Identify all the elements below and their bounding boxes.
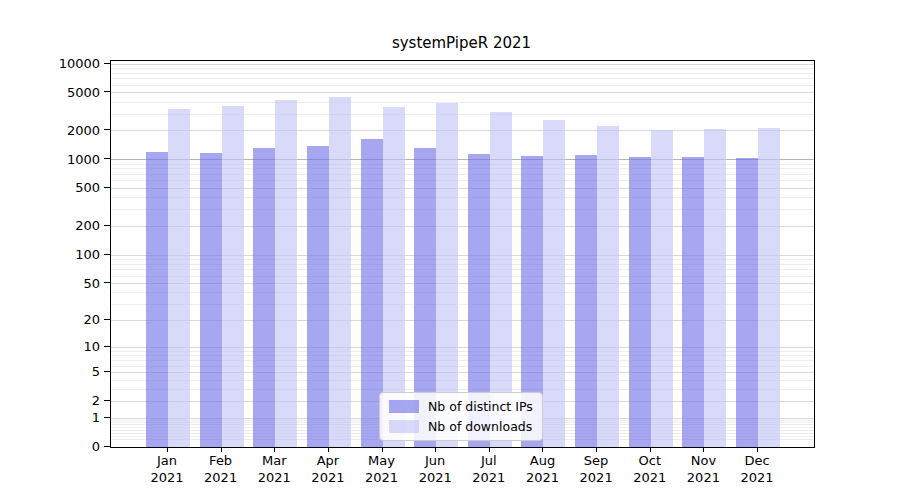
legend-item-distinct-ips: Nb of distinct IPs <box>389 399 533 414</box>
bar-sep-downloads <box>597 126 619 447</box>
x-tick-year: 2021 <box>727 469 787 486</box>
x-tick-label-jun: Jun2021 <box>405 452 465 486</box>
y-tick-label: 2000 <box>2 123 100 136</box>
y-tick-label: 1 <box>2 411 100 424</box>
x-tick-label-aug: Aug2021 <box>512 452 572 486</box>
major-gridline <box>111 92 814 93</box>
x-tick-month: Jun <box>405 452 465 469</box>
y-tick-label: 5000 <box>2 85 100 98</box>
y-tick-label: 200 <box>2 219 100 232</box>
y-tick-label: 50 <box>2 276 100 289</box>
y-tick-label: 20 <box>2 313 100 326</box>
bar-apr-distinct-ips <box>307 146 329 447</box>
x-tick-month: Mar <box>244 452 304 469</box>
minor-gridline <box>111 68 814 69</box>
x-tick-month: Jan <box>137 452 197 469</box>
x-tick-year: 2021 <box>191 469 251 486</box>
x-tick-month: May <box>352 452 412 469</box>
x-tick-month: Sep <box>566 452 626 469</box>
bar-apr-downloads <box>329 97 351 447</box>
minor-gridline <box>111 114 814 115</box>
y-tick-label: 10 <box>2 340 100 353</box>
x-tick-month: Oct <box>620 452 680 469</box>
x-tick-month: Dec <box>727 452 787 469</box>
y-tick-label: 2 <box>2 394 100 407</box>
legend-swatch-downloads <box>389 420 419 433</box>
x-tick-label-apr: Apr2021 <box>298 452 358 486</box>
y-tick-label: 100 <box>2 248 100 261</box>
y-tick-label: 500 <box>2 181 100 194</box>
bar-feb-distinct-ips <box>200 153 222 447</box>
legend: Nb of distinct IPs Nb of downloads <box>379 392 543 441</box>
chart: systemPipeR 2021 0 1 2 5 10 20 50 100 200 500 1000… <box>0 0 900 500</box>
x-tick-label-jul: Jul2021 <box>459 452 519 486</box>
bar-oct-distinct-ips <box>629 157 651 447</box>
minor-gridline <box>111 73 814 74</box>
x-tick-label-mar: Mar2021 <box>244 452 304 486</box>
legend-swatch-distinct-ips <box>389 400 419 413</box>
minor-gridline <box>111 102 814 103</box>
x-tick-year: 2021 <box>405 469 465 486</box>
bar-mar-downloads <box>275 100 297 447</box>
minor-gridline <box>111 78 814 79</box>
bar-dec-downloads <box>758 128 780 447</box>
bar-jan-distinct-ips <box>146 152 168 447</box>
x-tick-year: 2021 <box>244 469 304 486</box>
y-tick-label: 5 <box>2 365 100 378</box>
legend-item-downloads: Nb of downloads <box>389 419 533 434</box>
minor-gridline <box>111 85 814 86</box>
x-tick-month: Apr <box>298 452 358 469</box>
bar-nov-downloads <box>704 129 726 447</box>
bar-aug-downloads <box>543 120 565 447</box>
x-tick-month: Feb <box>191 452 251 469</box>
x-tick-month: Jul <box>459 452 519 469</box>
chart-title: systemPipeR 2021 <box>110 34 813 52</box>
x-tick-year: 2021 <box>459 469 519 486</box>
y-tick-label: 10000 <box>2 57 100 70</box>
bar-dec-distinct-ips <box>736 158 758 447</box>
major-gridline <box>111 64 814 65</box>
x-tick-year: 2021 <box>352 469 412 486</box>
x-tick-label-dec: Dec2021 <box>727 452 787 486</box>
x-tick-label-oct: Oct2021 <box>620 452 680 486</box>
legend-label-distinct-ips: Nb of distinct IPs <box>428 399 533 414</box>
x-tick-label-jan: Jan2021 <box>137 452 197 486</box>
y-tick-label: 0 <box>2 440 100 453</box>
legend-label-downloads: Nb of downloads <box>428 419 532 434</box>
x-tick-year: 2021 <box>137 469 197 486</box>
bar-feb-downloads <box>222 106 244 447</box>
x-tick-month: Aug <box>512 452 572 469</box>
x-tick-month: Nov <box>673 452 733 469</box>
bar-oct-downloads <box>651 130 673 447</box>
x-tick-year: 2021 <box>566 469 626 486</box>
bar-nov-distinct-ips <box>682 157 704 447</box>
x-tick-year: 2021 <box>620 469 680 486</box>
plot-area: Nb of distinct IPs Nb of downloads <box>110 60 815 448</box>
x-tick-label-sep: Sep2021 <box>566 452 626 486</box>
x-tick-year: 2021 <box>673 469 733 486</box>
bar-jan-downloads <box>168 109 190 447</box>
bar-sep-distinct-ips <box>575 155 597 447</box>
bar-mar-distinct-ips <box>253 148 275 447</box>
x-tick-label-feb: Feb2021 <box>191 452 251 486</box>
x-tick-year: 2021 <box>298 469 358 486</box>
x-tick-label-may: May2021 <box>352 452 412 486</box>
y-tick-label: 1000 <box>2 152 100 165</box>
x-tick-label-nov: Nov2021 <box>673 452 733 486</box>
x-tick-year: 2021 <box>512 469 572 486</box>
